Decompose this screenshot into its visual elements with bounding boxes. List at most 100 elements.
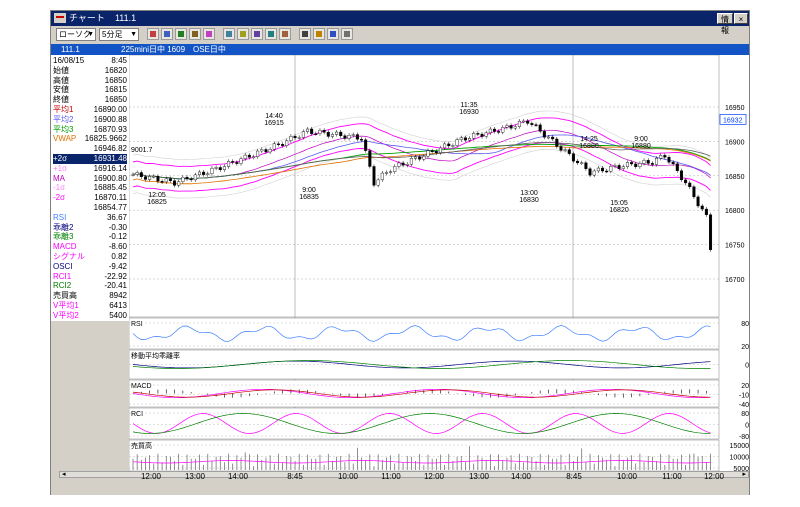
subchart-tick-label: -40 bbox=[739, 402, 749, 409]
candle-body bbox=[202, 171, 206, 175]
candle-body bbox=[251, 156, 255, 158]
annotation-price: 16830 bbox=[519, 197, 539, 204]
info-value: -0.12 bbox=[108, 232, 127, 242]
info-row: -1σ 16885.45 bbox=[53, 183, 127, 193]
chart-window: チャート 111.1 情報 × ローソク ▼ 5分足 ▼ 111.1 225mini… bbox=[50, 10, 750, 495]
grid-icon[interactable] bbox=[189, 28, 201, 40]
candle-body bbox=[335, 131, 339, 135]
subchart-tick-label: -10 bbox=[739, 393, 749, 400]
info-label: RCI1 bbox=[53, 271, 72, 281]
info-row: VWAP 16825.9662 bbox=[53, 134, 127, 144]
x-axis-label: 12:00 bbox=[703, 472, 725, 481]
candle-body bbox=[605, 170, 609, 173]
info-value: 0.82 bbox=[111, 252, 127, 261]
candle-body bbox=[584, 162, 588, 169]
info-label: 平均1 bbox=[53, 105, 74, 114]
candle-body bbox=[301, 131, 305, 138]
interval-select[interactable]: 5分足 ▼ bbox=[99, 28, 139, 41]
info-label: 始値 bbox=[53, 65, 69, 75]
candle-body bbox=[409, 158, 413, 165]
search-icon[interactable] bbox=[327, 28, 339, 40]
annotation-time: 12:05 bbox=[148, 192, 166, 199]
header-symbol: 111.1 bbox=[61, 45, 80, 54]
info-row: 乖離3 -0.12 bbox=[53, 232, 127, 242]
candle-body bbox=[264, 149, 268, 153]
subchart-title: RSI bbox=[131, 321, 143, 328]
price-tick-label: 16850 bbox=[725, 174, 745, 181]
candle-body bbox=[276, 143, 280, 146]
candle-icon[interactable] bbox=[175, 28, 187, 40]
candle-body bbox=[642, 160, 646, 164]
zoom-icon[interactable] bbox=[237, 28, 249, 40]
scroll-right-icon[interactable]: ▸ bbox=[742, 471, 746, 478]
info-value: 16916.14 bbox=[93, 163, 127, 173]
subchart-tick-label: -80 bbox=[739, 434, 749, 441]
ruler-icon[interactable] bbox=[279, 28, 291, 40]
info-value: 16885.45 bbox=[93, 183, 127, 193]
candle-body bbox=[517, 120, 521, 127]
info-label: 安値 bbox=[53, 85, 69, 95]
info-row: -2σ 16870.11 bbox=[53, 193, 127, 203]
price-tick-label: 16900 bbox=[725, 139, 745, 146]
subchart-tick-label: 80 bbox=[741, 321, 749, 328]
subchart-tick-label: 0 bbox=[745, 363, 749, 370]
price-tick-label: 16750 bbox=[725, 243, 745, 250]
subchart-tick-label: 20 bbox=[741, 344, 749, 351]
info-label: VWAP bbox=[53, 134, 77, 144]
candle-body bbox=[185, 176, 189, 180]
candle-body bbox=[526, 120, 530, 124]
subchart-tick-label: 5000 bbox=[733, 466, 749, 471]
candle-body bbox=[675, 163, 679, 171]
close-button[interactable]: × bbox=[734, 13, 748, 24]
list-icon[interactable] bbox=[265, 28, 277, 40]
candle-body bbox=[368, 150, 372, 167]
candle-body bbox=[384, 172, 388, 174]
info-label: シグナル bbox=[53, 252, 85, 261]
candle-body bbox=[638, 163, 642, 167]
info-row: V平均2 5400 bbox=[53, 311, 127, 321]
candle-body bbox=[401, 162, 405, 166]
ose-label: OSE日中 bbox=[193, 45, 226, 54]
info-button[interactable]: 情報 bbox=[717, 13, 733, 35]
info-row: 平均2 16900.88 bbox=[53, 115, 127, 125]
info-label: 16/08/15 bbox=[53, 56, 85, 65]
pen-icon[interactable] bbox=[313, 28, 325, 40]
horizontal-scrollbar[interactable]: ◂ ▸ bbox=[59, 471, 749, 478]
candle-body bbox=[480, 133, 484, 137]
info-row: 安値 16815 bbox=[53, 85, 127, 95]
candle-body bbox=[256, 150, 260, 157]
compare-icon[interactable] bbox=[203, 28, 215, 40]
line-chart-icon[interactable] bbox=[161, 28, 173, 40]
info-label: -1σ bbox=[53, 183, 66, 193]
info-label: OSCI bbox=[53, 261, 73, 271]
candle-body bbox=[580, 162, 584, 164]
chart-type-select[interactable]: ローソク ▼ bbox=[56, 28, 96, 41]
candle-body bbox=[281, 144, 285, 146]
annotation-time: 9:00 bbox=[302, 187, 316, 194]
candle-body bbox=[463, 137, 467, 141]
info-row: V平均1 6413 bbox=[53, 301, 127, 311]
candle-body bbox=[447, 143, 451, 147]
hand-icon[interactable] bbox=[299, 28, 311, 40]
subchart-title: RCI bbox=[131, 411, 143, 418]
subchart-tick-label: 0 bbox=[745, 423, 749, 430]
scroll-left-icon[interactable]: ◂ bbox=[62, 471, 66, 478]
candle-body bbox=[181, 176, 185, 182]
subchart-frame bbox=[128, 317, 720, 350]
info-value: 16850 bbox=[104, 75, 127, 85]
info-label: V平均2 bbox=[53, 310, 79, 320]
indicator-icon[interactable] bbox=[251, 28, 263, 40]
candle-body bbox=[351, 134, 355, 136]
header-bar: 111.1 225mini日中 1609 OSE日中 bbox=[51, 44, 749, 55]
candle-body bbox=[389, 171, 393, 173]
settings-icon[interactable] bbox=[341, 28, 353, 40]
price-note: 9001.7 bbox=[131, 147, 153, 154]
bollinger-band-outer-upper bbox=[132, 110, 711, 160]
bar-chart-icon[interactable] bbox=[147, 28, 159, 40]
info-value: -0.30 bbox=[108, 222, 127, 232]
chart-canvas[interactable]: 16950 16900 16850 16800 16750 16700 16932 14:40… bbox=[128, 54, 749, 473]
trend-icon[interactable] bbox=[223, 28, 235, 40]
candle-body bbox=[592, 170, 596, 176]
candle-body bbox=[177, 181, 181, 186]
chart-area[interactable]: 16950 16900 16850 16800 16750 16700 16932 14:40… bbox=[128, 54, 749, 473]
